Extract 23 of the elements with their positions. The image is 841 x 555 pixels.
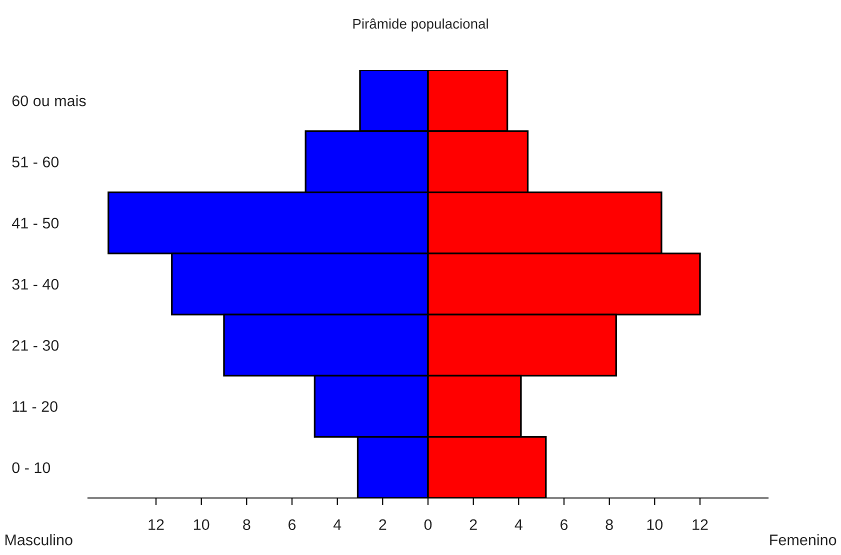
x-tick-label: 4 xyxy=(333,519,342,530)
x-tick-label: 6 xyxy=(560,519,568,530)
y-tick-label: 41 - 50 xyxy=(12,218,59,229)
x-tick-label: 8 xyxy=(243,519,250,530)
y-tick-label: 60 ou mais xyxy=(12,95,86,106)
y-tick-label: 21 - 30 xyxy=(12,340,59,351)
x-tick-label: 10 xyxy=(647,519,663,530)
x-tick-label: 6 xyxy=(288,519,296,530)
x-tick-label: 2 xyxy=(379,519,386,530)
chart-title: Pirâmide populacional xyxy=(353,18,488,32)
x-tick-label: 10 xyxy=(194,519,210,530)
x-tick-label: 4 xyxy=(514,519,522,530)
x-tick-label: 0 xyxy=(424,519,432,530)
y-tick-label: 51 - 60 xyxy=(12,156,59,168)
text: Femenino xyxy=(770,534,836,546)
x-tick-label: 8 xyxy=(606,519,613,530)
y-tick-label: 0 - 10 xyxy=(12,462,50,474)
text: Masculino xyxy=(5,534,72,546)
x-tick-label: 12 xyxy=(692,519,708,530)
y-tick-label: 31 - 40 xyxy=(12,278,59,290)
x-tick-label: 12 xyxy=(148,519,164,530)
y-tick-label: 11 - 20 xyxy=(12,401,58,412)
x-tick-label: 2 xyxy=(470,519,477,530)
